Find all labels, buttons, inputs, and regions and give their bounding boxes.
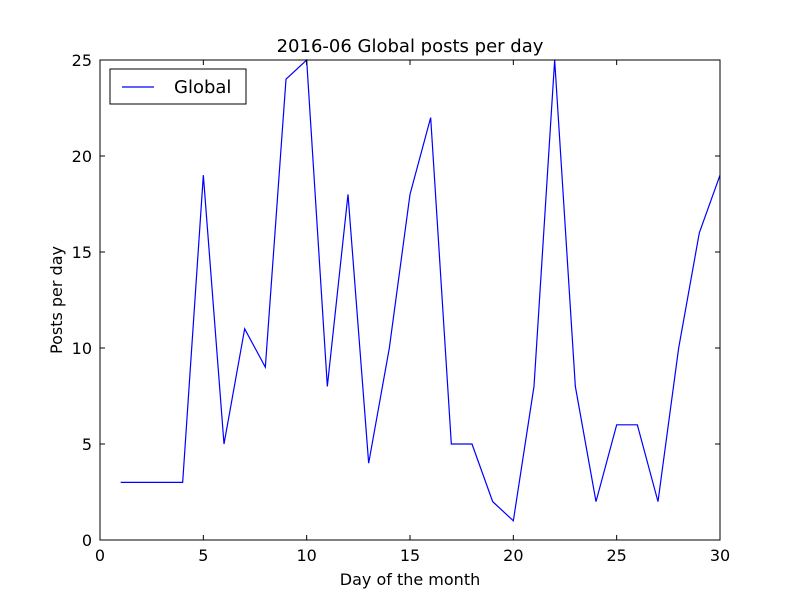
ticks-layer: 0 5 10 15 20 25 30 0 5 10 15 20 25 xyxy=(72,51,731,565)
y-tick-label: 5 xyxy=(82,435,92,454)
chart-title: 2016-06 Global posts per day xyxy=(277,36,544,57)
y-tick-label: 0 xyxy=(82,531,92,550)
y-tick-label: 25 xyxy=(72,51,92,70)
x-tick-label: 10 xyxy=(296,546,316,565)
x-tick-label: 5 xyxy=(198,546,208,565)
x-tick-label: 25 xyxy=(606,546,626,565)
y-tick-label: 20 xyxy=(72,147,92,166)
y-tick-label: 10 xyxy=(72,339,92,358)
legend: Global xyxy=(109,68,247,105)
series-layer xyxy=(120,58,721,523)
series-line-global xyxy=(120,58,721,523)
y-axis-title: Posts per day xyxy=(47,246,66,354)
plot-frame xyxy=(99,59,721,541)
x-tick-label: 15 xyxy=(400,546,420,565)
x-axis-title: Day of the month xyxy=(340,570,480,589)
legend-label-global: Global xyxy=(174,77,231,98)
x-tick-label: 20 xyxy=(503,546,523,565)
x-tick-label: 30 xyxy=(710,546,730,565)
plot-background xyxy=(100,60,720,540)
y-tick-label: 15 xyxy=(72,243,92,262)
x-tick-label: 0 xyxy=(95,546,105,565)
plot-area xyxy=(100,60,720,540)
